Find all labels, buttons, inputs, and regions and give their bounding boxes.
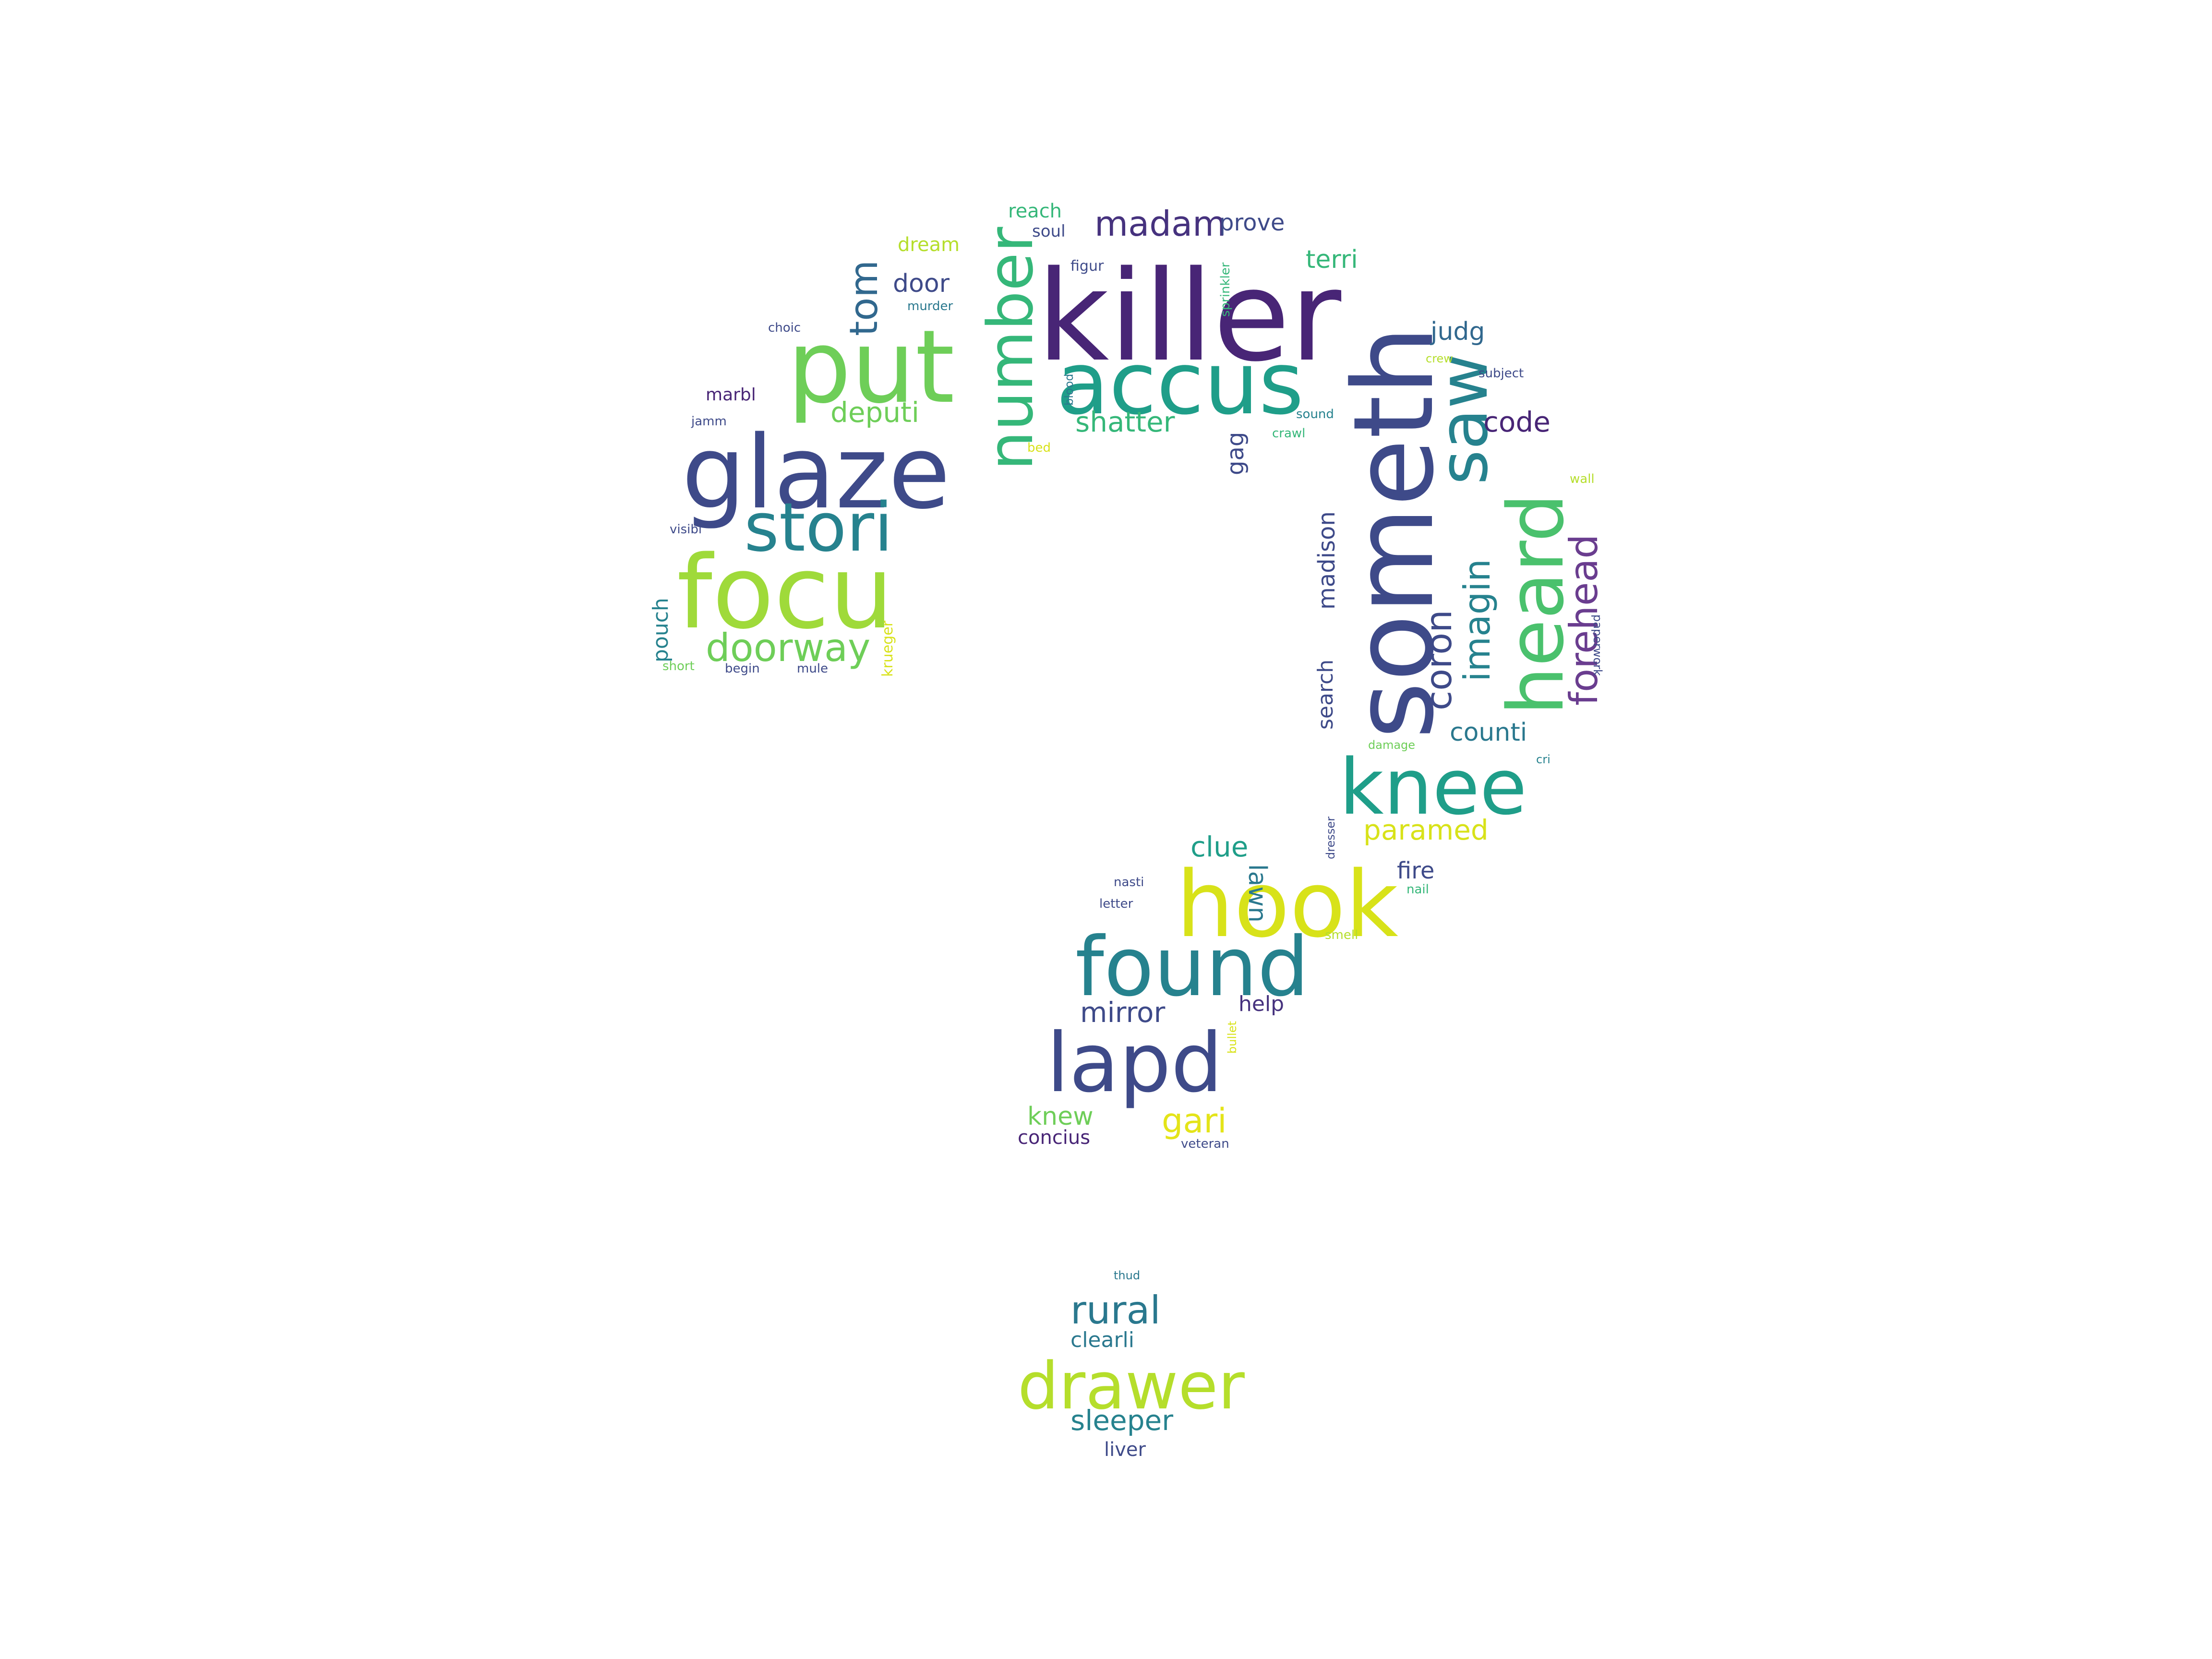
word-rural: rural — [1070, 1288, 1161, 1333]
word-bed: bed — [1027, 441, 1051, 455]
word-shatter: shatter — [1075, 406, 1175, 438]
word-gag: gag — [1222, 432, 1249, 475]
word-lawn: lawn — [1243, 864, 1272, 923]
word-hook: hook — [1176, 852, 1398, 958]
word-help: help — [1238, 992, 1285, 1016]
word-crawl: crawl — [1272, 426, 1306, 441]
word-code: code — [1483, 406, 1551, 438]
word-mule: mule — [797, 661, 829, 676]
word-smell: smell — [1325, 928, 1358, 942]
word-letter: letter — [1099, 897, 1133, 911]
word-glaze: glaze — [682, 414, 950, 531]
word-dream: dream — [898, 234, 960, 256]
word-mirror: mirror — [1080, 996, 1166, 1029]
word-focu: focu — [677, 534, 893, 651]
word-begin: begin — [725, 661, 760, 676]
word-paramed: paramed — [1363, 814, 1489, 846]
word-nasti: nasti — [1114, 875, 1144, 890]
word-pouch: pouch — [649, 598, 673, 662]
word-wall: wall — [1570, 472, 1595, 486]
word-door: door — [893, 269, 950, 298]
word-doorway: doorway — [706, 625, 871, 670]
word-paperwork: paperwork — [1591, 614, 1604, 676]
word-terri: terri — [1306, 245, 1358, 274]
word-knew: knew — [1027, 1102, 1094, 1131]
word-choic: choic — [768, 321, 801, 335]
word-marbl: marbl — [706, 385, 756, 405]
word-krueger: krueger — [879, 620, 896, 677]
word-subject: subject — [1479, 366, 1524, 381]
word-killer: killer — [1037, 244, 1342, 389]
word-visibl: visibl — [670, 522, 702, 537]
word-clearli: clearli — [1070, 1328, 1134, 1352]
word-cri: cri — [1536, 753, 1551, 766]
word-veteran: veteran — [1181, 1137, 1229, 1151]
word-gari: gari — [1162, 1101, 1227, 1141]
word-number: number — [974, 227, 1047, 470]
word-nail: nail — [1407, 882, 1429, 897]
word-damage: damage — [1368, 738, 1416, 752]
word-sound: sound — [1296, 407, 1334, 421]
word-accus: accus — [1056, 334, 1304, 434]
word-blood: blood — [1062, 373, 1076, 406]
word-madison: madison — [1313, 511, 1340, 610]
word-clue: clue — [1190, 830, 1249, 863]
word-thud: thud — [1114, 1269, 1141, 1282]
word-soul: soul — [1032, 222, 1066, 241]
word-stori: stori — [744, 489, 893, 567]
word-short: short — [662, 659, 695, 673]
word-crew: crew — [1426, 352, 1453, 365]
word-deputi: deputi — [830, 396, 919, 429]
word-lapd: lapd — [1046, 1016, 1223, 1111]
word-figur: figur — [1070, 258, 1104, 275]
word-knee: knee — [1339, 742, 1527, 832]
word-madam: madam — [1094, 204, 1226, 244]
word-sleeper: sleeper — [1070, 1404, 1174, 1437]
word-jamm: jamm — [691, 414, 727, 429]
word-concius: concius — [1018, 1127, 1091, 1149]
word-sprinkler: sprinkler — [1218, 262, 1233, 317]
word-bullet: bullet — [1226, 1021, 1239, 1054]
word-counti: counti — [1450, 718, 1527, 747]
word-judg: judg — [1431, 317, 1485, 346]
word-prove: prove — [1219, 209, 1285, 236]
word-put: put — [787, 308, 955, 426]
word-liver: liver — [1104, 1439, 1146, 1461]
word-fire: fire — [1397, 857, 1435, 884]
word-murder: murder — [907, 299, 953, 313]
word-reach: reach — [1008, 200, 1062, 222]
word-imagin: imagin — [1456, 559, 1498, 682]
word-search: search — [1313, 659, 1338, 730]
word-found: found — [1075, 920, 1310, 1015]
word-tom: tom — [842, 260, 886, 336]
word-dresser: dresser — [1324, 817, 1337, 859]
word-drawer: drawer — [1018, 1348, 1245, 1424]
word-coron: coron — [1418, 610, 1460, 710]
